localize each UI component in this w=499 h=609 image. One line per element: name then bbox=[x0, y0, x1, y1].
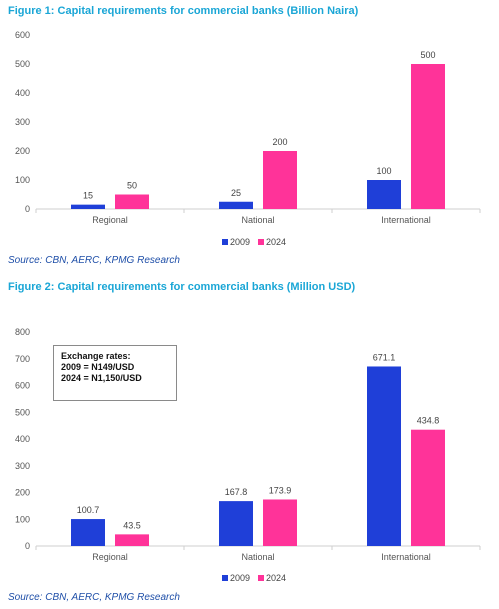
y-tick-label: 300 bbox=[15, 117, 30, 127]
legend-label: 2009 bbox=[230, 573, 250, 583]
legend-swatch-2024 bbox=[258, 239, 264, 245]
data-label: 434.8 bbox=[417, 416, 440, 426]
note-line-3: 2024 = N1,150/USD bbox=[61, 373, 142, 383]
data-label: 15 bbox=[83, 191, 93, 201]
data-label: 173.9 bbox=[269, 485, 292, 495]
legend-swatch-2009 bbox=[222, 575, 228, 581]
bar-2024-regional bbox=[115, 534, 149, 546]
y-tick-label: 400 bbox=[15, 434, 30, 444]
figure1-source: Source: CBN, AERC, KPMG Research bbox=[8, 255, 180, 266]
category-label: Regional bbox=[92, 215, 128, 225]
bar-2009-international bbox=[367, 180, 401, 209]
category-label: National bbox=[241, 215, 274, 225]
bar-2024-international bbox=[411, 429, 445, 546]
bar-2009-national bbox=[219, 201, 253, 209]
data-label: 100 bbox=[376, 166, 391, 176]
y-tick-label: 400 bbox=[15, 88, 30, 98]
y-tick-label: 300 bbox=[15, 461, 30, 471]
y-tick-label: 200 bbox=[15, 488, 30, 498]
category-label: National bbox=[241, 552, 274, 562]
data-label: 200 bbox=[272, 137, 287, 147]
category-label: International bbox=[381, 552, 431, 562]
bar-2009-national bbox=[219, 501, 253, 546]
y-tick-label: 600 bbox=[15, 381, 30, 391]
category-label: Regional bbox=[92, 552, 128, 562]
category-label: International bbox=[381, 215, 431, 225]
data-label: 671.1 bbox=[373, 352, 396, 362]
bar-2009-regional bbox=[71, 519, 105, 546]
y-tick-label: 100 bbox=[15, 514, 30, 524]
bar-2009-regional bbox=[71, 204, 105, 209]
y-tick-label: 500 bbox=[15, 59, 30, 69]
note-line-1: Exchange rates: bbox=[61, 351, 131, 361]
figure1-chart: 0 100 200 300 400 500 600 15 50 Regional 25 200 Nati… bbox=[15, 30, 481, 247]
legend-label: 2024 bbox=[266, 237, 286, 247]
y-tick-label: 0 bbox=[25, 204, 30, 214]
y-tick-label: 600 bbox=[15, 30, 30, 40]
data-label: 100.7 bbox=[77, 505, 100, 515]
data-label: 167.8 bbox=[225, 487, 248, 497]
figure2-source: Source: CBN, AERC, KPMG Research bbox=[8, 592, 180, 603]
y-tick-label: 0 bbox=[25, 541, 30, 551]
data-label: 25 bbox=[231, 188, 241, 198]
figure1-title: Figure 1: Capital requirements for comme… bbox=[8, 5, 359, 17]
data-label: 43.5 bbox=[123, 520, 141, 530]
bar-2024-national bbox=[263, 151, 297, 209]
bar-2024-regional bbox=[115, 194, 149, 209]
legend-label: 2024 bbox=[266, 573, 286, 583]
data-label: 500 bbox=[420, 50, 435, 60]
figure2-title: Figure 2: Capital requirements for comme… bbox=[8, 281, 356, 293]
legend-swatch-2009 bbox=[222, 239, 228, 245]
note-line-2: 2009 = N149/USD bbox=[61, 362, 135, 372]
y-tick-label: 100 bbox=[15, 175, 30, 185]
data-label: 50 bbox=[127, 181, 137, 191]
legend-label: 2009 bbox=[230, 237, 250, 247]
y-tick-label: 700 bbox=[15, 354, 30, 364]
bar-2009-international bbox=[367, 366, 401, 546]
y-tick-label: 500 bbox=[15, 407, 30, 417]
figure2-chart: 0 100 200 300 400 500 600 700 800 100.7 43.5 Region… bbox=[15, 327, 481, 583]
legend-swatch-2024 bbox=[258, 575, 264, 581]
y-tick-label: 200 bbox=[15, 146, 30, 156]
bar-2024-international bbox=[411, 64, 445, 209]
y-tick-label: 800 bbox=[15, 327, 30, 337]
bar-2024-national bbox=[263, 499, 297, 546]
exchange-rate-note: Exchange rates: 2009 = N149/USD 2024 = N… bbox=[53, 345, 177, 401]
